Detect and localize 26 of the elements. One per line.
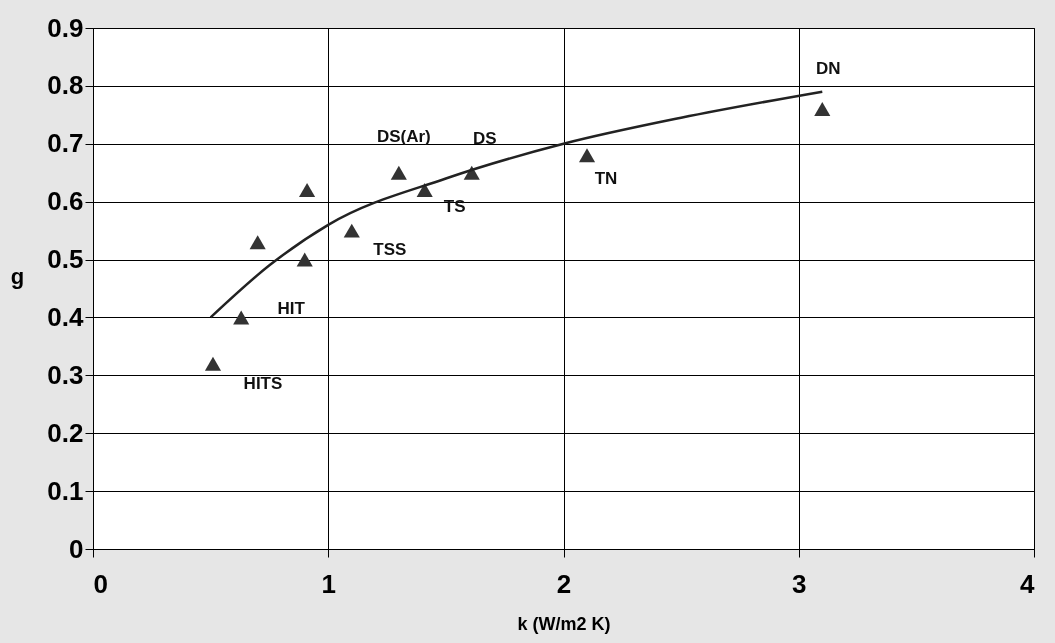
y-tick-label: 0.2: [47, 417, 84, 448]
annotation: HIT: [277, 299, 306, 319]
y-tick-label: 0.1: [47, 475, 84, 506]
y-tick-label: 0.3: [47, 359, 84, 390]
annotation: HITS: [243, 373, 283, 393]
y-tick-label: 0.9: [47, 12, 84, 43]
y-tick-label: 0.8: [47, 70, 84, 101]
y-axis-title: g: [10, 264, 25, 289]
x-tick-label: 3: [792, 568, 807, 599]
y-tick-label: 0: [69, 533, 84, 564]
annotation: TN: [594, 169, 618, 189]
y-tick-label: 0.7: [47, 128, 84, 159]
line-series: [209, 90, 824, 319]
x-tick-label: 0: [93, 568, 108, 599]
x-tick-label: 1: [321, 568, 336, 599]
x-tick-label: 2: [556, 568, 572, 599]
y-tick-label: 0.6: [47, 186, 84, 217]
x-tick-label: 4: [1020, 568, 1036, 599]
y-tick-label: 0.4: [47, 301, 85, 332]
x-axis-title: k (W/m2 K): [517, 613, 611, 634]
annotation: DS: [472, 128, 497, 148]
y-tick-label: 0.5: [47, 244, 84, 275]
annotation: DN: [815, 59, 841, 79]
annotation: TS: [443, 197, 466, 217]
annotation: DS(Ar): [376, 126, 431, 146]
annotation: TSS: [373, 239, 407, 259]
